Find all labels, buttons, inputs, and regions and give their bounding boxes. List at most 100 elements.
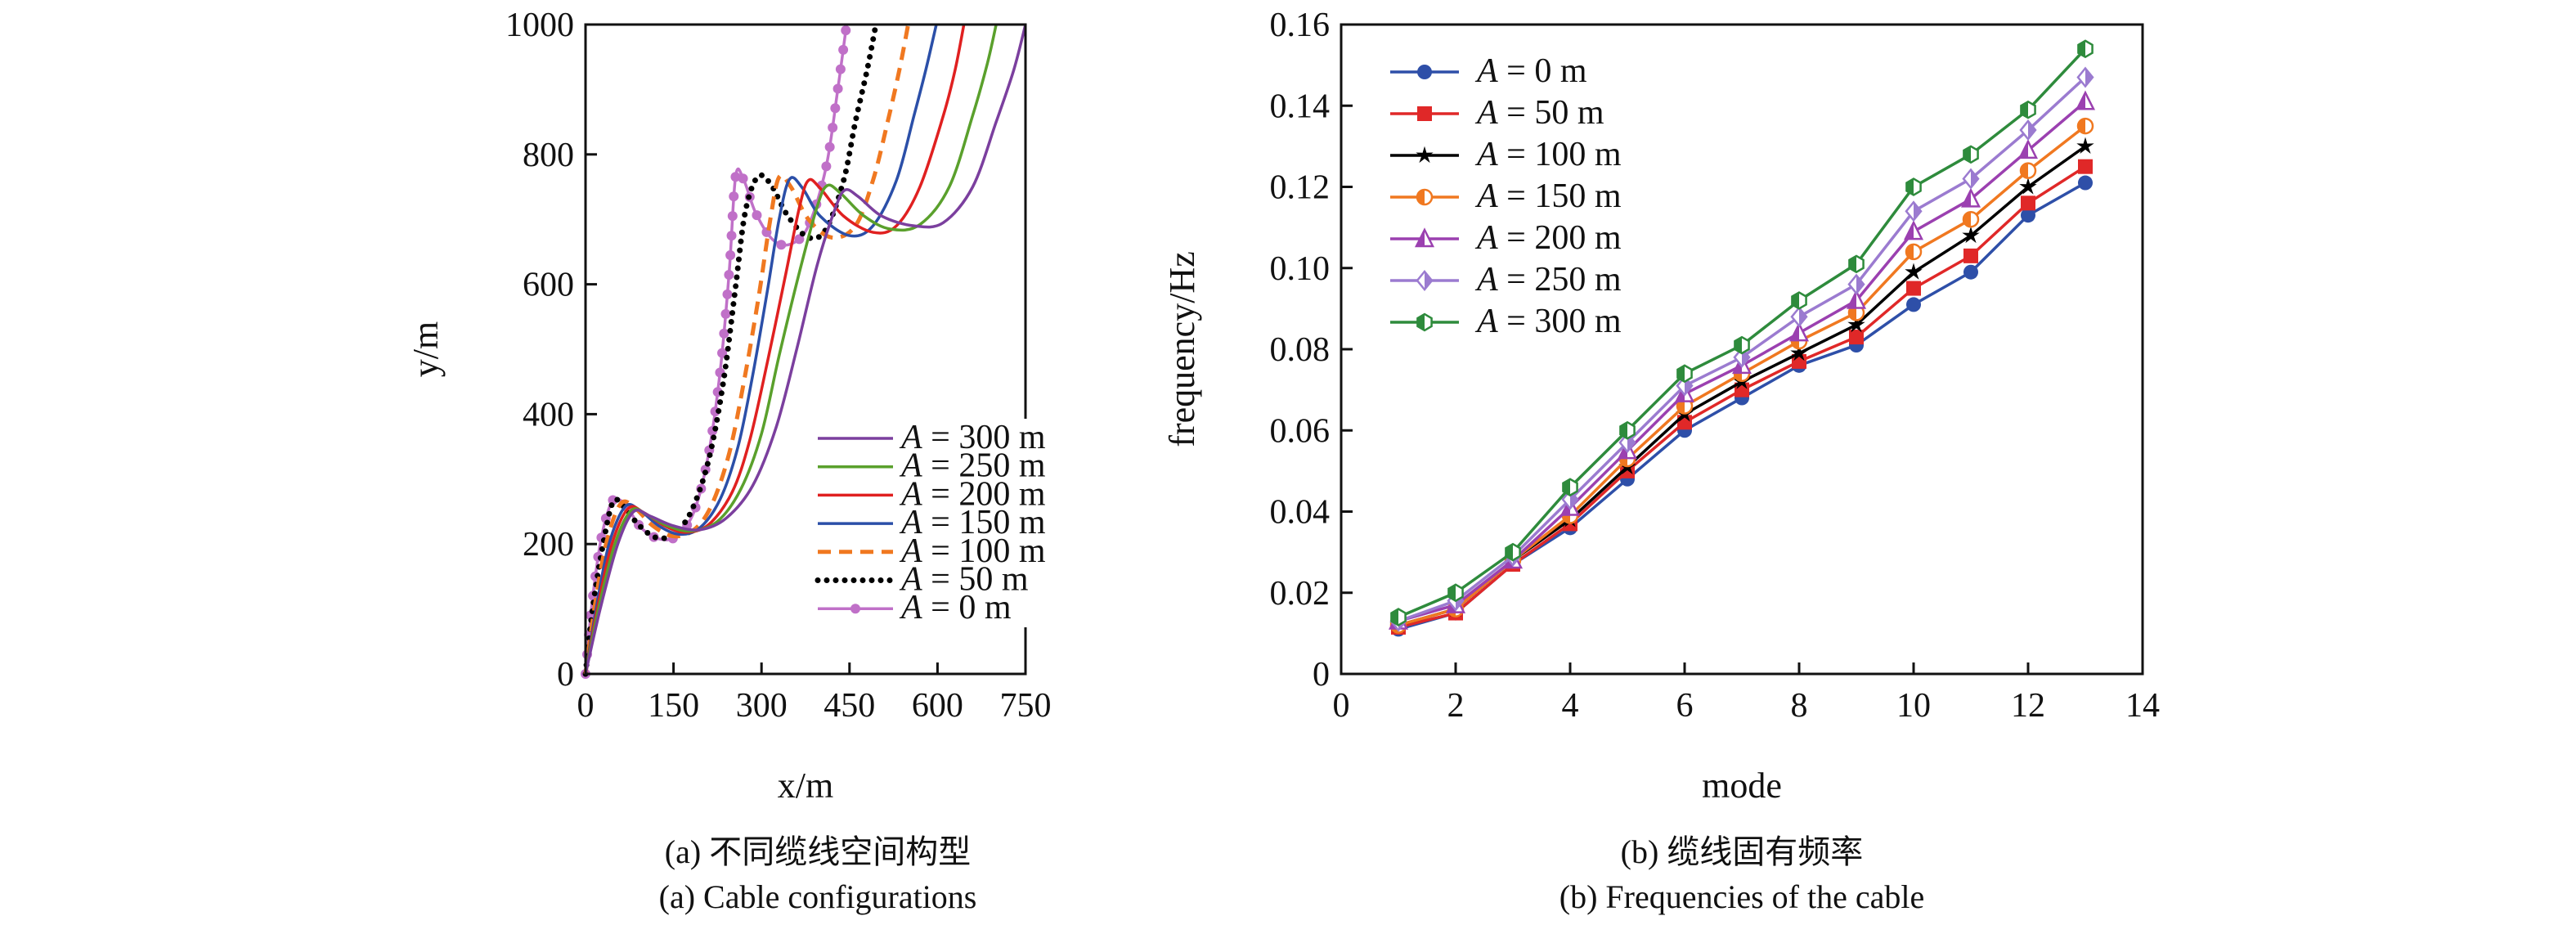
marker-fill — [1963, 212, 1971, 227]
marker-triangle — [1414, 227, 1435, 248]
marker-fill — [1563, 478, 1570, 496]
marker-fill — [1391, 608, 1398, 626]
marker-fill — [2028, 121, 2035, 140]
x-tick-label: 14 — [2125, 687, 2160, 725]
chart-a-y-axis-label: y/m — [406, 321, 446, 377]
marker-diamond — [1962, 168, 1980, 190]
chart-cable-configurations: 0 150 300 450 600 750 0 200 400 600 800 1000 A = 300… — [505, 7, 1055, 725]
series-marker — [729, 191, 739, 202]
y-tick-label: 0.04 — [1270, 494, 1331, 532]
marker-circle — [1417, 65, 1432, 79]
marker-half-circle — [1962, 210, 1980, 228]
series-marker — [725, 250, 736, 261]
marker-fill — [1963, 146, 1971, 163]
series-marker — [794, 234, 805, 245]
legend-label: A = 200 m — [899, 475, 1046, 513]
marker-fill — [2085, 68, 2093, 87]
marker-fill — [1906, 244, 1914, 259]
x-tick-label: 6 — [1676, 687, 1694, 725]
marker-fill — [1849, 305, 1856, 321]
marker-triangle — [1903, 220, 1924, 240]
marker-fill — [1856, 275, 1864, 294]
marker-square — [1849, 330, 1864, 345]
marker-fill — [1971, 169, 1978, 188]
x-tick-label: 12 — [2011, 687, 2045, 725]
series — [1390, 39, 2094, 626]
marker-half-circle — [2019, 162, 2037, 179]
plot-frame — [584, 23, 1027, 676]
caption-a-cn: (a) 不同缆线空间构型 — [665, 833, 971, 870]
marker-fill — [1448, 584, 1456, 601]
marker-square — [1963, 248, 1978, 263]
marker-fill — [1506, 544, 1513, 561]
marker-fill — [1417, 190, 1425, 204]
marker-circle — [1963, 264, 1978, 280]
x-tick-label: 0 — [1333, 687, 1350, 725]
x-tick-label: 10 — [1896, 687, 1931, 725]
series-marker — [727, 211, 738, 222]
legend-label: A = 150 m — [899, 504, 1046, 541]
marker-triangle — [1960, 187, 1981, 208]
marker-fill — [2078, 119, 2085, 134]
marker-fill — [1905, 222, 1914, 240]
y-tick-label: 200 — [523, 526, 574, 564]
legend-label: A = 50 m — [899, 560, 1029, 598]
y-tick-label: 400 — [523, 396, 574, 433]
marker-star — [2076, 137, 2094, 154]
marker-triangle — [1788, 321, 1810, 342]
marker-fill — [1799, 308, 1806, 326]
series-line — [583, 24, 910, 675]
series-marker — [841, 25, 851, 36]
legend-label: A = 250 m — [899, 447, 1046, 484]
legend: A = 300 mA = 250 mA = 200 mA = 150 mA = … — [810, 419, 1055, 627]
series-marker — [828, 123, 838, 133]
marker-square — [2078, 159, 2093, 174]
marker-triangle — [2017, 139, 2039, 159]
legend-label: A = 250 m — [1474, 261, 1622, 299]
marker-fill — [1963, 190, 1971, 207]
marker-half-hexagon — [1734, 335, 1750, 355]
marker-half-circle — [1416, 188, 1434, 206]
marker-fill — [1417, 314, 1425, 330]
x-tick-label: 150 — [648, 687, 699, 725]
y-tick-label: 0.14 — [1270, 88, 1331, 125]
marker-fill — [1848, 291, 1856, 308]
y-tick-label: 800 — [523, 137, 574, 174]
marker-fill — [2021, 163, 2028, 178]
legend-label: A = 100 m — [899, 532, 1046, 569]
y-tick-label: 600 — [523, 267, 574, 304]
marker-fill — [1906, 178, 1914, 195]
marker-circle — [2021, 208, 2035, 223]
series-marker — [752, 210, 762, 221]
marker-star — [2019, 177, 2037, 195]
series-line — [584, 24, 966, 675]
marker-fill — [1791, 324, 1799, 341]
marker-fill — [1792, 292, 1799, 309]
caption-a-en: (a) Cable configurations — [659, 878, 977, 915]
marker-fill — [1735, 337, 1742, 353]
marker-star — [1416, 146, 1434, 164]
series-marker — [838, 44, 849, 55]
marker-fill — [2078, 40, 2085, 57]
marker-half-hexagon — [1447, 583, 1464, 603]
marker-half-circle — [1905, 243, 1923, 261]
marker-half-hexagon — [1562, 478, 1578, 497]
marker-fill — [1849, 255, 1856, 272]
caption-b-cn: (b) 缆线固有频率 — [1621, 833, 1864, 870]
marker-star — [1962, 226, 1980, 244]
series-marker — [830, 103, 841, 114]
series-marker — [730, 172, 741, 182]
y-tick-label: 0.10 — [1270, 250, 1331, 288]
marker-half-hexagon — [1676, 364, 1693, 384]
legend: A = 0 m A = 50 m A = 100 m A = 150 m A = 200… — [1390, 52, 1622, 340]
series-line — [584, 24, 938, 675]
marker-star — [1905, 263, 1923, 280]
marker-half-hexagon — [1619, 420, 1636, 440]
series-marker — [738, 173, 748, 184]
marker-fill — [1425, 272, 1432, 290]
series-line — [584, 24, 1027, 675]
y-tick-label: 0 — [557, 656, 574, 694]
chart-a-x-axis-label: x/m — [778, 766, 833, 806]
x-axis-label: mode — [1702, 766, 1782, 806]
x-tick-label: 600 — [912, 687, 963, 725]
